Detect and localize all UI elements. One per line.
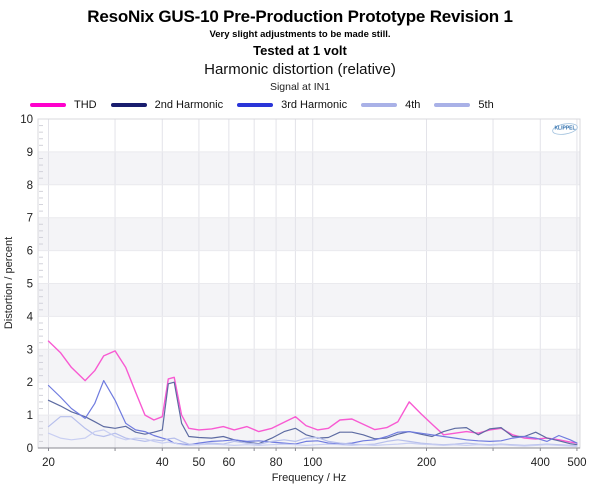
series-3rd-harmonic [47, 380, 578, 446]
legend-item-3rd-harmonic: 3rd Harmonic [237, 99, 347, 111]
y-tick-label: 7 [27, 213, 33, 225]
legend-item-thd: THD [30, 99, 97, 111]
klippel-swoosh [552, 123, 578, 135]
x-tick-label: 200 [417, 457, 436, 469]
legend-label: THD [74, 99, 97, 111]
band [38, 217, 580, 251]
x-axis-title: Frequency / Hz [271, 472, 347, 484]
x-tick-label: 400 [531, 457, 550, 469]
legend-swatch [30, 102, 66, 108]
tested-note: Tested at 1 volt [253, 43, 347, 58]
series-4th [47, 416, 578, 447]
band [38, 151, 580, 185]
page-title: ResoNix GUS-10 Pre-Production Prototype … [87, 7, 513, 26]
chart-legend: THD 2nd Harmonic 3rd Harmonic 4th 5th [30, 99, 508, 111]
legend-swatch [110, 102, 147, 108]
klippel-logo-graphic: KLIPPEL [552, 123, 578, 135]
legend-label: 2nd Harmonic [154, 99, 224, 111]
klippel-logo: KLIPPEL [550, 120, 580, 137]
x-tick-label: 40 [156, 457, 169, 469]
legend-item-5th: 5th [434, 99, 494, 111]
x-tick-label: 80 [270, 457, 283, 469]
series-2nd-harmonic [47, 381, 578, 446]
legend-label: 5th [478, 99, 494, 111]
y-tick-label: 2 [27, 377, 33, 389]
page-subtitle: Very slight adjustments to be made still… [209, 29, 391, 40]
y-tick-label: 0 [27, 443, 33, 455]
y-tick-label: 5 [27, 279, 33, 291]
band [38, 283, 580, 317]
x-tick-label: 20 [42, 457, 55, 469]
y-tick-label: 6 [27, 246, 33, 258]
chart-subtitle: Signal at IN1 [269, 81, 331, 93]
y-tick-label: 4 [27, 311, 34, 323]
legend-item-2nd-harmonic: 2nd Harmonic [110, 99, 224, 111]
series-5th [47, 429, 578, 447]
legend-swatch [361, 102, 398, 108]
x-tick-label: 60 [222, 457, 235, 469]
x-tick-label: 500 [567, 457, 586, 469]
band [38, 415, 580, 448]
legend-swatch [237, 102, 274, 108]
legend-label: 3rd Harmonic [281, 99, 348, 111]
klippel-logo-text: KLIPPEL [554, 126, 575, 132]
x-tick-label: 100 [303, 457, 322, 469]
y-tick-label: 1 [27, 410, 33, 422]
y-tick-label: 8 [27, 180, 33, 192]
y-tick-label: 10 [20, 114, 33, 126]
legend-item-4th: 4th [361, 99, 420, 111]
legend-swatch [434, 102, 471, 108]
x-tick-label: 50 [193, 457, 206, 469]
y-tick-label: 3 [27, 344, 33, 356]
band [38, 349, 580, 383]
chart-title: Harmonic distortion (relative) [204, 61, 396, 78]
y-tick-label: 9 [27, 147, 33, 159]
y-axis-title: Distortion / percent [3, 236, 15, 330]
legend-label: 4th [405, 99, 421, 111]
